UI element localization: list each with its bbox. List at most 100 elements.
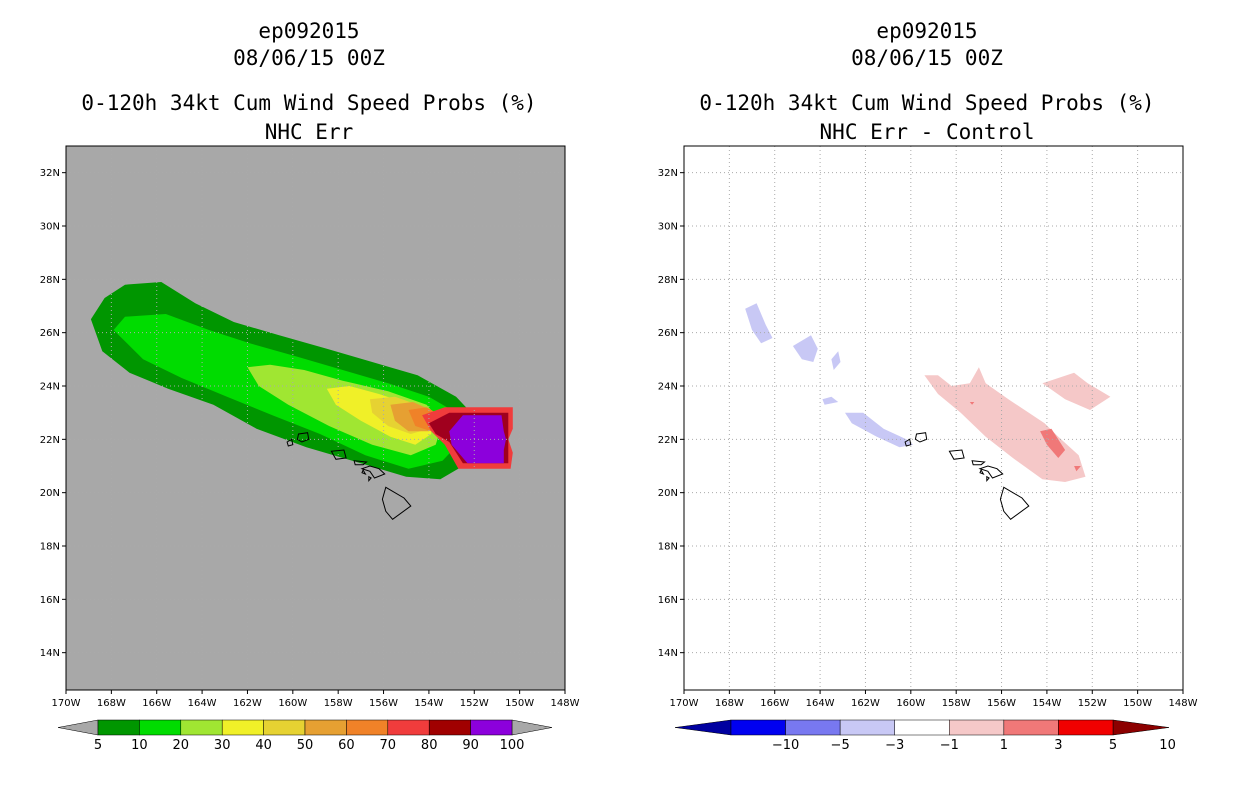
colorbar-below-arrow — [674, 719, 732, 736]
island-outline — [286, 438, 294, 447]
contour-region — [831, 351, 841, 370]
island-outline — [986, 475, 990, 483]
x-tick-label: 152W — [460, 698, 489, 709]
contour-region — [924, 367, 1086, 482]
right-chart-panel: ep092015 08/06/15 00Z 0-120h 34kt Cum Wi… — [618, 0, 1236, 800]
x-tick-label: 164W — [188, 698, 217, 709]
colorbar-swatch — [97, 719, 140, 736]
x-tick-label: 152W — [1078, 698, 1107, 709]
colorbar-swatch — [263, 719, 306, 736]
colorbar-label: 3 — [1054, 738, 1062, 753]
island-outline — [361, 468, 367, 475]
contour-region — [1074, 466, 1081, 472]
storm-id-title: ep092015 — [876, 19, 978, 43]
y-tick-label: 16N — [40, 595, 60, 606]
x-tick-label: 148W — [1169, 698, 1198, 709]
x-tick-label: 156W — [369, 698, 398, 709]
colorbar-swatch — [1058, 719, 1114, 736]
colorbar-swatch — [304, 719, 347, 736]
colorbar-swatch — [839, 719, 895, 736]
colorbar-label: 20 — [173, 738, 190, 753]
y-tick-label: 26N — [658, 328, 678, 339]
y-tick-label: 20N — [658, 488, 678, 499]
contour-region — [845, 412, 914, 448]
x-tick-label: 168W — [97, 698, 126, 709]
colorbar-label: 80 — [421, 738, 438, 753]
colorbar-label: 100 — [500, 738, 525, 753]
y-tick-label: 30N — [40, 222, 60, 233]
x-tick-label: 150W — [505, 698, 534, 709]
island-outline — [914, 432, 928, 443]
contour-region — [1040, 428, 1066, 458]
left-chart-panel: ep092015 08/06/15 00Z 0-120h 34kt Cum Wi… — [40, 19, 580, 753]
colorbar-label: −1 — [940, 738, 959, 753]
x-tick-label: 162W — [233, 698, 262, 709]
x-tick-label: 158W — [942, 698, 971, 709]
storm-id-title: ep092015 — [258, 19, 360, 43]
x-tick-label: 154W — [1032, 698, 1061, 709]
chart-subtitle: NHC Err — [264, 120, 354, 144]
contour-region — [1042, 372, 1111, 410]
island-outline — [330, 449, 347, 460]
y-tick-label: 28N — [40, 275, 60, 286]
y-tick-label: 26N — [40, 328, 60, 339]
colorbar-label: −3 — [885, 738, 904, 753]
y-tick-label: 32N — [658, 168, 678, 179]
x-tick-label: 148W — [551, 698, 580, 709]
colorbar-label: 50 — [297, 738, 314, 753]
island-outline — [978, 465, 1004, 479]
colorbar-label: 5 — [94, 738, 102, 753]
contour-region — [792, 335, 818, 362]
colorbar-swatch — [387, 719, 430, 736]
colorbar-label: −5 — [831, 738, 850, 753]
date-title: 08/06/15 00Z — [233, 46, 385, 70]
colorbar-swatch — [949, 719, 1005, 736]
x-tick-label: 156W — [987, 698, 1016, 709]
colorbar-swatch — [470, 719, 513, 736]
contour-region — [745, 303, 773, 344]
plot-frame — [65, 145, 566, 691]
wind-probability-map: 170W 168W 166W 164W 162W 160W 158W 156W 154W 152W… — [40, 145, 580, 753]
colorbar-label: 1 — [1000, 738, 1008, 753]
colorbar-swatch — [1003, 719, 1059, 736]
colorbar-above-arrow — [511, 719, 553, 736]
x-tick-label: 160W — [278, 698, 307, 709]
y-tick-label: 22N — [40, 435, 60, 446]
plot-area — [684, 146, 1183, 690]
colorbar-swatch — [139, 719, 182, 736]
island-outline — [353, 460, 368, 466]
colorbar-label: 60 — [338, 738, 355, 753]
x-tick-label: 158W — [324, 698, 353, 709]
contour-region — [449, 415, 506, 464]
x-tick-label: 160W — [896, 698, 925, 709]
x-tick-label: 164W — [806, 698, 835, 709]
contour-region — [969, 402, 975, 405]
colorbar-swatch — [730, 719, 786, 736]
x-tick-label: 166W — [142, 698, 171, 709]
product-title: 0-120h 34kt Cum Wind Speed Probs (%) — [699, 91, 1155, 115]
colorbar-label: 10 — [1159, 738, 1176, 753]
island-outline — [971, 460, 986, 466]
y-tick-label: 16N — [658, 595, 678, 606]
colorbar-label: 70 — [380, 738, 397, 753]
date-title: 08/06/15 00Z — [851, 46, 1003, 70]
y-tick-label: 30N — [658, 222, 678, 233]
island-outline — [360, 465, 386, 479]
difference-map: 170W 168W 166W 164W 162W 160W 158W 156W 154W 152W… — [658, 145, 1198, 753]
colorbar-label: 30 — [214, 738, 231, 753]
x-tick-label: 170W — [52, 698, 81, 709]
colorbar-above-arrow — [1112, 719, 1170, 736]
y-tick-label: 14N — [40, 648, 60, 659]
y-tick-label: 28N — [658, 275, 678, 286]
contour-region — [822, 396, 839, 405]
colorbar-swatch — [785, 719, 841, 736]
island-outline — [904, 438, 912, 447]
colorbar-label: 90 — [462, 738, 479, 753]
island-outline — [296, 432, 310, 443]
colorbar-swatch — [221, 719, 264, 736]
colorbar-swatch — [346, 719, 389, 736]
colorbar-label: 10 — [131, 738, 148, 753]
x-tick-label: 154W — [414, 698, 443, 709]
colorbar-label: −10 — [772, 738, 799, 753]
y-tick-label: 20N — [40, 488, 60, 499]
